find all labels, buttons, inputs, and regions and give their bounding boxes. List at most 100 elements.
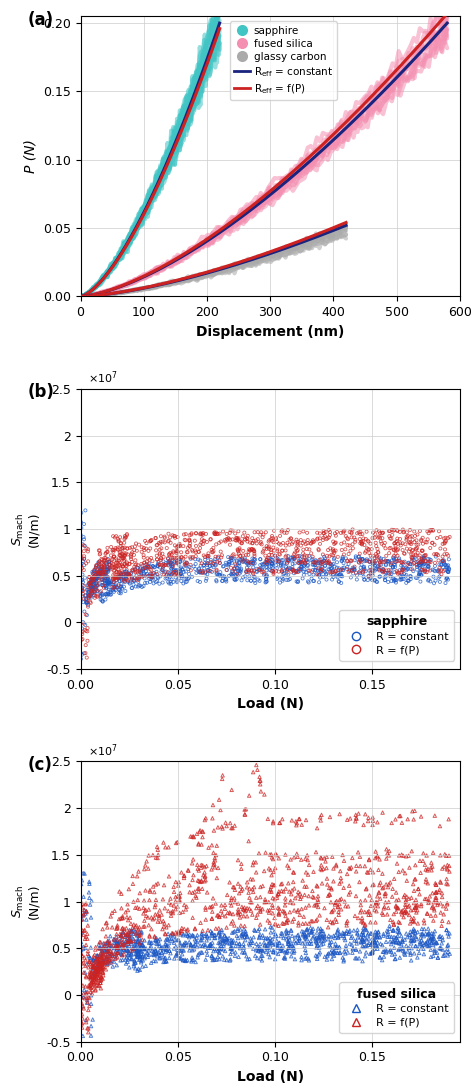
Point xyxy=(294,886,302,904)
Point xyxy=(118,539,126,557)
Point xyxy=(366,558,374,575)
Point xyxy=(199,525,206,542)
Point xyxy=(114,539,121,557)
Point xyxy=(367,561,374,578)
Point xyxy=(128,570,136,587)
Point xyxy=(312,843,320,860)
Point xyxy=(99,944,106,961)
Point xyxy=(81,981,88,998)
Point xyxy=(191,883,199,901)
Point xyxy=(226,952,234,969)
Point xyxy=(349,940,357,957)
Point xyxy=(122,558,129,575)
Point xyxy=(368,891,375,908)
Point xyxy=(287,885,295,903)
Point xyxy=(283,560,291,577)
Point xyxy=(251,542,258,560)
Point xyxy=(218,937,225,955)
Point xyxy=(284,875,292,892)
Point xyxy=(128,579,136,597)
Point xyxy=(288,812,296,829)
Point xyxy=(419,924,426,942)
Point xyxy=(125,935,132,953)
Point xyxy=(85,578,92,596)
Point xyxy=(194,572,201,589)
Point xyxy=(394,933,402,950)
Point xyxy=(229,567,237,585)
Point xyxy=(144,948,152,966)
Point xyxy=(100,571,108,588)
Point xyxy=(247,572,255,589)
Point xyxy=(276,934,283,952)
Point xyxy=(380,561,388,578)
Point xyxy=(400,553,407,571)
Point xyxy=(304,852,311,869)
Point xyxy=(101,950,109,968)
Point xyxy=(407,923,414,941)
Point xyxy=(304,927,312,944)
Point xyxy=(316,907,323,924)
Point xyxy=(265,934,273,952)
Point xyxy=(83,539,91,557)
Point xyxy=(141,560,149,577)
Point xyxy=(130,952,138,969)
Point xyxy=(312,947,319,965)
Point xyxy=(424,937,431,955)
Point xyxy=(156,949,164,967)
Point xyxy=(419,552,426,570)
Point xyxy=(419,941,427,958)
Point xyxy=(330,928,337,945)
Point xyxy=(289,561,297,578)
Point xyxy=(181,867,188,884)
Point xyxy=(84,580,91,598)
Point xyxy=(78,572,86,589)
Point xyxy=(416,559,424,576)
Point xyxy=(100,577,107,595)
Point xyxy=(173,528,181,546)
Point xyxy=(103,572,110,589)
Point xyxy=(310,573,317,590)
Point xyxy=(98,958,106,975)
Point xyxy=(126,927,134,944)
Point xyxy=(114,935,121,953)
Point xyxy=(342,540,349,558)
Point xyxy=(348,562,356,579)
Point xyxy=(293,537,301,554)
Point xyxy=(269,905,276,922)
Point xyxy=(205,548,212,565)
Point xyxy=(144,567,152,585)
Point xyxy=(383,906,391,923)
Point xyxy=(86,896,94,914)
Point xyxy=(211,927,219,944)
Point xyxy=(89,981,96,998)
Point xyxy=(95,575,102,592)
Point xyxy=(420,560,428,577)
Point xyxy=(358,535,365,552)
Point xyxy=(109,550,116,567)
Point xyxy=(289,548,297,565)
Point xyxy=(323,950,331,968)
Point xyxy=(110,541,118,559)
Point xyxy=(176,934,184,952)
Point xyxy=(165,942,173,959)
Point xyxy=(87,574,95,591)
Point xyxy=(303,540,310,558)
Point xyxy=(386,917,393,934)
Point xyxy=(141,559,149,576)
Point xyxy=(77,945,84,962)
Point xyxy=(101,591,109,609)
Point xyxy=(410,554,418,572)
Point xyxy=(263,537,271,554)
Point xyxy=(201,551,209,569)
Point xyxy=(385,846,392,864)
Point xyxy=(412,904,420,921)
Point xyxy=(424,558,432,575)
Point xyxy=(129,876,137,893)
Point xyxy=(122,936,130,954)
Point xyxy=(422,546,429,563)
Point xyxy=(340,879,347,896)
Point xyxy=(120,935,128,953)
Point xyxy=(360,816,367,833)
Point xyxy=(401,545,409,562)
Point xyxy=(325,552,333,570)
